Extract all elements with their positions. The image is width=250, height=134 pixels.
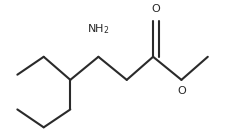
Text: NH$_2$: NH$_2$ (87, 22, 110, 36)
Text: O: O (152, 4, 160, 14)
Text: O: O (177, 86, 186, 96)
